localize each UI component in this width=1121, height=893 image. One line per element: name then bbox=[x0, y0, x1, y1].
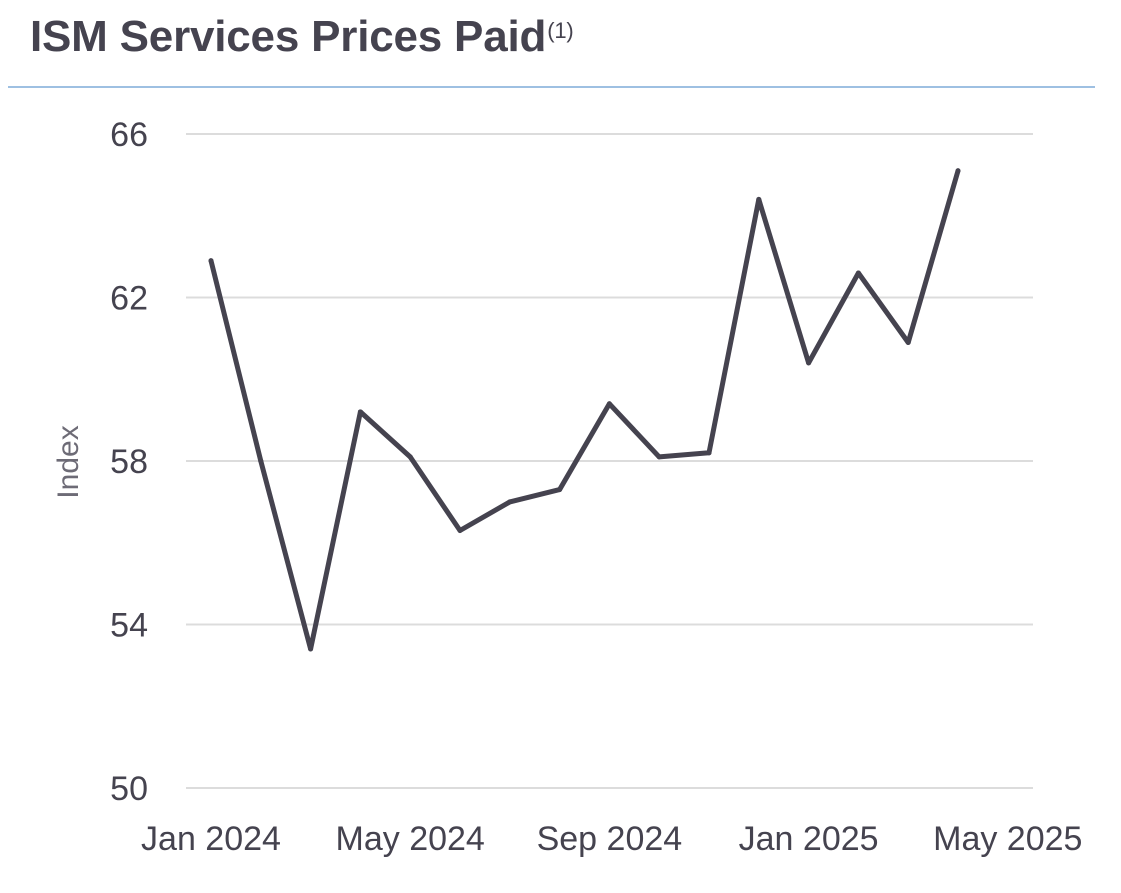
data-point bbox=[357, 409, 363, 415]
data-point bbox=[606, 401, 612, 407]
data-point bbox=[457, 527, 463, 533]
data-point bbox=[507, 499, 513, 505]
y-tick-labels: 50 54 58 62 66 bbox=[110, 116, 148, 808]
x-tick-label: Jan 2024 bbox=[141, 820, 281, 858]
data-point bbox=[806, 360, 812, 366]
x-tick-label: May 2024 bbox=[336, 820, 485, 858]
data-point bbox=[905, 339, 911, 345]
chart-title: ISM Services Prices Paid(1) bbox=[30, 12, 574, 62]
data-point bbox=[308, 646, 314, 652]
y-tick-label: 62 bbox=[110, 280, 148, 318]
data-point bbox=[407, 454, 413, 460]
y-tick-label: 50 bbox=[110, 770, 148, 808]
data-point bbox=[208, 258, 214, 264]
y-axis-label: Index bbox=[52, 425, 85, 498]
data-point bbox=[656, 454, 662, 460]
chart-title-text: ISM Services Prices Paid bbox=[30, 12, 547, 61]
x-tick-label: May 2025 bbox=[933, 820, 1082, 858]
title-divider bbox=[8, 86, 1095, 88]
data-point bbox=[955, 168, 961, 174]
data-point bbox=[258, 458, 264, 464]
data-point bbox=[706, 450, 712, 456]
data-point bbox=[756, 196, 762, 202]
series-line bbox=[208, 168, 961, 652]
y-tick-label: 54 bbox=[110, 607, 148, 645]
x-tick-label: Jan 2025 bbox=[739, 820, 879, 858]
data-point bbox=[557, 487, 563, 493]
data-point bbox=[855, 270, 861, 276]
y-tick-label: 58 bbox=[110, 443, 148, 481]
gridlines bbox=[186, 133, 1033, 789]
x-tick-labels: Jan 2024 May 2024 Sep 2024 Jan 2025 May 2025 bbox=[141, 820, 1082, 858]
x-tick-label: Sep 2024 bbox=[537, 820, 683, 858]
series-group bbox=[208, 168, 961, 652]
footnote-marker: (1) bbox=[547, 18, 574, 43]
y-tick-label: 66 bbox=[110, 116, 148, 154]
